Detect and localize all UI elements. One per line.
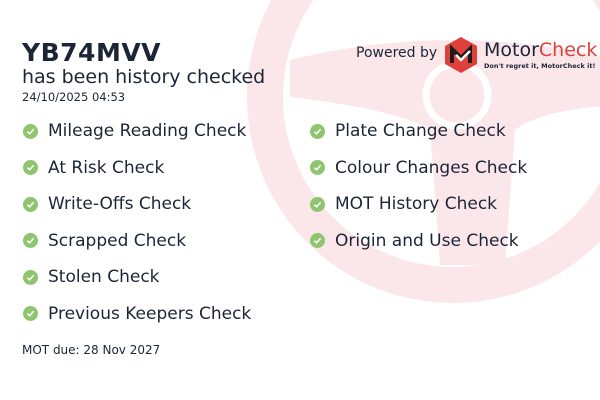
brand-name: MotorCheck xyxy=(484,39,597,61)
check-item: Previous Keepers Check xyxy=(23,304,251,324)
check-circle-icon xyxy=(310,123,325,139)
check-label: Origin and Use Check xyxy=(335,230,519,251)
check-item: Scrapped Check xyxy=(23,231,186,251)
brand-tagline: Don't regret it, MotorCheck it! xyxy=(484,62,596,70)
check-circle-icon xyxy=(310,233,325,248)
check-item: Stolen Check xyxy=(23,267,160,287)
check-circle-icon xyxy=(23,160,38,175)
brand-check: Check xyxy=(538,39,598,61)
mot-due: MOT due: 28 Nov 2027 xyxy=(22,343,161,357)
check-label: Write-Offs Check xyxy=(48,194,192,214)
status-text: has been history checked xyxy=(22,66,266,88)
check-item: Origin and Use Check xyxy=(310,231,519,251)
check-circle-icon xyxy=(310,196,325,212)
check-item: Plate Change Check xyxy=(310,121,506,141)
check-label: Stolen Check xyxy=(48,267,160,287)
check-item: At Risk Check xyxy=(23,158,164,178)
check-label: MOT History Check xyxy=(335,194,498,214)
check-item: Write-Offs Check xyxy=(23,194,191,214)
powered-by: Powered by xyxy=(356,45,438,61)
check-label: Mileage Reading Check xyxy=(48,121,247,141)
check-circle-icon xyxy=(23,269,38,285)
check-item: MOT History Check xyxy=(310,194,497,214)
check-circle-icon xyxy=(310,160,325,175)
check-circle-icon xyxy=(23,123,38,139)
check-item: Mileage Reading Check xyxy=(23,121,246,141)
check-item: Colour Changes Check xyxy=(310,158,527,178)
timestamp: 24/10/2025 04:53 xyxy=(22,90,126,104)
check-circle-icon xyxy=(23,196,38,212)
check-circle-icon xyxy=(23,233,38,248)
check-label: Scrapped Check xyxy=(48,230,187,251)
check-label: Plate Change Check xyxy=(335,121,506,141)
registration: YB74MVV xyxy=(22,38,162,67)
check-label: At Risk Check xyxy=(48,157,165,178)
brand-motor: Motor xyxy=(484,39,539,61)
check-label: Colour Changes Check xyxy=(335,157,528,178)
check-circle-icon xyxy=(23,306,38,321)
check-label: Previous Keepers Check xyxy=(48,303,252,324)
motorcheck-logo-icon xyxy=(445,37,477,73)
